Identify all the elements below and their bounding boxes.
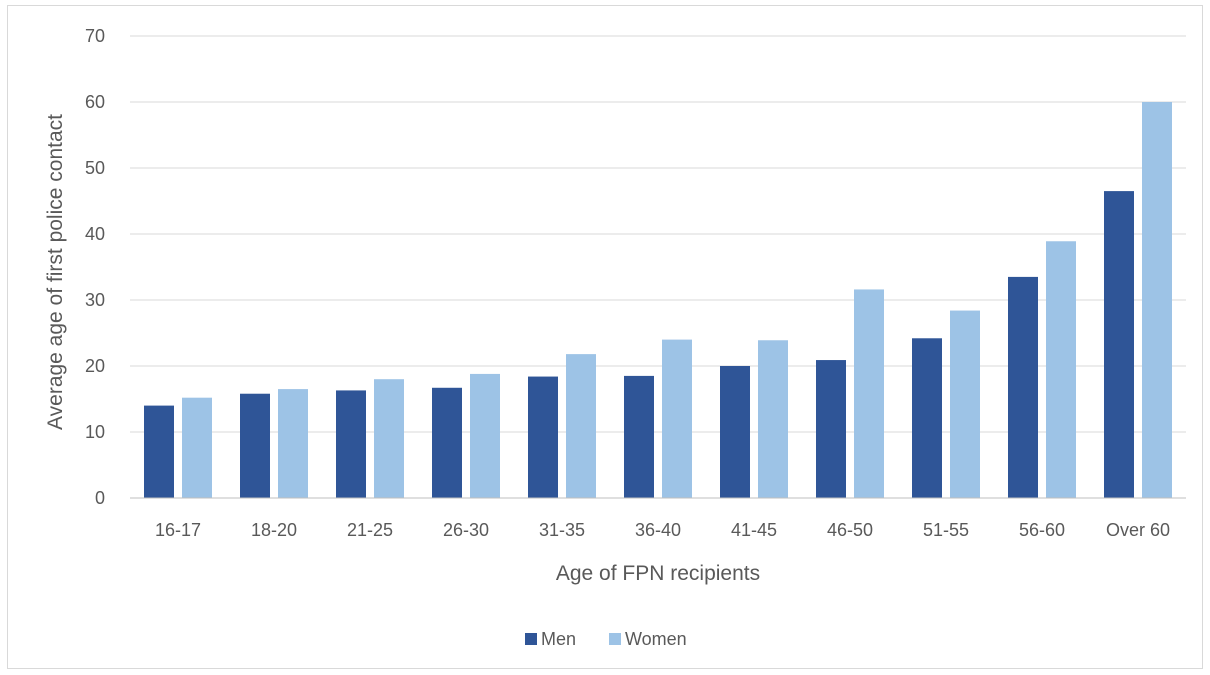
bar-men-26-30 (432, 387, 462, 498)
bar-men-36-40 (624, 375, 654, 498)
x-axis-title: Age of FPN recipients (556, 562, 760, 585)
y-tick-label: 70 (85, 26, 105, 46)
x-tick-label: 16-17 (155, 520, 201, 540)
legend-label-women: Women (625, 629, 687, 649)
bars (144, 102, 1172, 498)
legend-swatch-women (609, 633, 621, 645)
x-tick-label: 51-55 (923, 520, 969, 540)
bar-women-16-17 (182, 397, 212, 498)
y-tick-label: 20 (85, 356, 105, 376)
y-tick-label: 10 (85, 422, 105, 442)
bar-women-41-45 (758, 340, 788, 498)
bar-women-over-60 (1142, 102, 1172, 498)
bar-men-46-50 (816, 360, 846, 498)
bar-women-21-25 (374, 379, 404, 498)
x-tick-label: Over 60 (1106, 520, 1170, 540)
bar-men-18-20 (240, 393, 270, 498)
x-tick-label: 21-25 (347, 520, 393, 540)
bar-men-16-17 (144, 405, 174, 498)
x-tick-label: 26-30 (443, 520, 489, 540)
legend-label-men: Men (541, 629, 576, 649)
x-tick-label: 46-50 (827, 520, 873, 540)
y-tick-label: 60 (85, 92, 105, 112)
bar-men-56-60 (1008, 276, 1038, 498)
y-axis-title: Average age of first police contact (44, 114, 67, 430)
y-tick-label: 30 (85, 290, 105, 310)
x-tick-label: 41-45 (731, 520, 777, 540)
bar-men-41-45 (720, 366, 750, 498)
y-tick-label: 50 (85, 158, 105, 178)
bar-women-18-20 (278, 389, 308, 498)
bar-men-over-60 (1104, 191, 1134, 498)
bar-women-46-50 (854, 289, 884, 498)
bar-women-56-60 (1046, 241, 1076, 498)
x-tick-label: 18-20 (251, 520, 297, 540)
x-axis-ticks: 16-17 18-20 21-25 26-30 31-35 36-40 41-45 46-50… (155, 520, 1170, 540)
legend-swatch-men (525, 633, 537, 645)
bar-men-51-55 (912, 338, 942, 498)
chart-frame (7, 5, 1203, 669)
legend: Men Women (525, 629, 687, 649)
bar-women-36-40 (662, 339, 692, 498)
bar-women-51-55 (950, 310, 980, 498)
y-axis-ticks: 0 10 20 30 40 50 60 70 (85, 26, 105, 508)
bar-men-31-35 (528, 376, 558, 498)
y-tick-label: 0 (95, 488, 105, 508)
x-tick-label: 36-40 (635, 520, 681, 540)
x-tick-label: 31-35 (539, 520, 585, 540)
bar-women-31-35 (566, 354, 596, 498)
bar-women-26-30 (470, 373, 500, 498)
x-tick-label: 56-60 (1019, 520, 1065, 540)
bar-men-21-25 (336, 390, 366, 498)
y-tick-label: 40 (85, 224, 105, 244)
